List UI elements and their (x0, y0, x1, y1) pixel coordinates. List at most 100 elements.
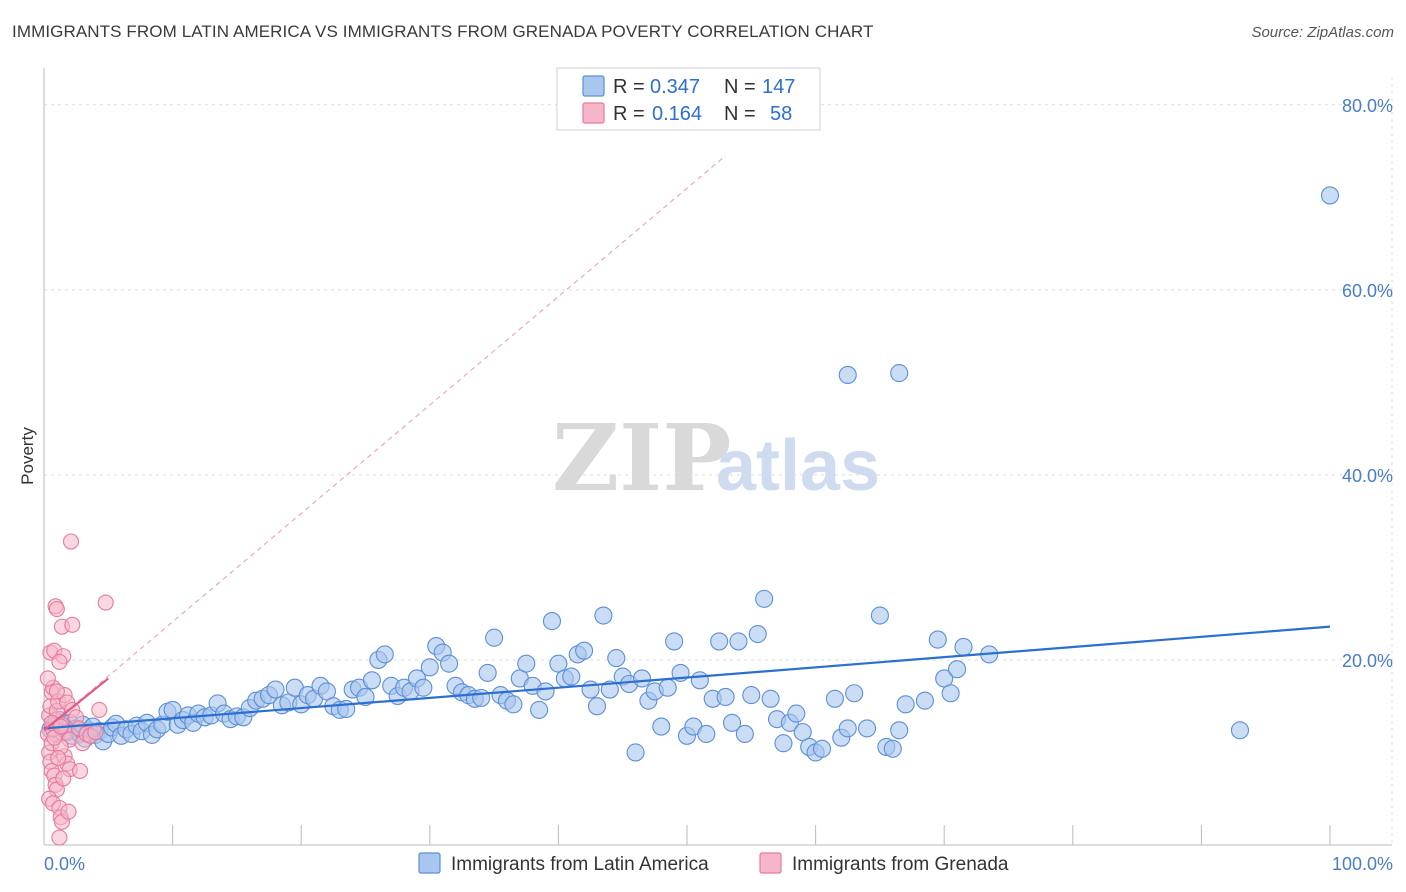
point-grenada-28 (64, 616, 81, 633)
point-latin-america-118 (722, 713, 742, 732)
point-grenada-45 (91, 701, 108, 718)
point-latin-america-103 (626, 743, 645, 762)
bottom-legend-swatch-pink (759, 852, 782, 874)
y-tick-label-2: 60.0% (1342, 281, 1393, 301)
point-latin-america-81 (485, 628, 504, 647)
point-latin-america-84 (504, 695, 523, 714)
point-latin-america-143 (915, 691, 934, 710)
point-latin-america-144 (928, 630, 947, 649)
point-latin-america-126 (774, 734, 793, 753)
point-latin-america-109 (665, 632, 684, 651)
point-latin-america-47 (266, 680, 285, 699)
point-latin-america-121 (742, 686, 761, 705)
legend-r-value-1: 0.347 (650, 76, 700, 98)
legend-r-value-2: 0.164 (652, 103, 702, 125)
legend-n-label-2: N = (724, 103, 756, 125)
point-grenada-49 (55, 770, 72, 787)
trend-lines (43, 155, 726, 731)
point-grenada-5 (39, 670, 56, 687)
point-latin-america-147 (948, 660, 967, 679)
point-latin-america-61 (356, 687, 375, 707)
point-grenada-53 (60, 803, 77, 820)
point-latin-america-148 (954, 637, 973, 657)
point-latin-america-132 (812, 739, 832, 758)
y-tick-label-3: 80.0% (1342, 96, 1393, 116)
legend-swatch-pink (582, 102, 605, 124)
legend-n-value-1: 147 (762, 76, 795, 98)
point-latin-america-71 (420, 658, 439, 677)
point-latin-america-62 (362, 671, 381, 690)
axes (43, 68, 1392, 846)
point-latin-america-137 (857, 719, 877, 738)
y-tick-label-0: 20.0% (1342, 651, 1393, 671)
y-axis-label: Poverty (18, 427, 37, 485)
point-latin-america-113 (690, 671, 709, 690)
trend-line-latin-america (43, 625, 1331, 730)
trend-line-grenada-extended (43, 155, 726, 731)
legend-n-value-2: 58 (770, 103, 792, 125)
chart-title: IMMIGRANTS FROM LATIN AMERICA VS IMMIGRA… (12, 22, 874, 41)
point-grenada-44 (87, 724, 104, 741)
watermark-atlas: atlas (716, 426, 880, 506)
point-latin-america-146 (941, 684, 960, 703)
point-grenada-54 (48, 683, 65, 700)
point-latin-america-117 (716, 687, 735, 707)
point-latin-america-135 (838, 719, 857, 738)
x-tick-label-0: 0.0% (44, 854, 85, 874)
point-latin-america-153 (1320, 186, 1340, 205)
point-latin-america-90 (542, 612, 562, 631)
point-latin-america-123 (755, 589, 774, 608)
y-tick-labels: 20.0% 40.0% 60.0% 80.0% (1342, 96, 1393, 671)
point-grenada-51 (50, 749, 67, 767)
point-latin-america-93 (562, 667, 581, 686)
point-latin-america-116 (710, 632, 729, 651)
legend-r-label-1: R = (613, 76, 645, 98)
bottom-legend-swatch-blue (418, 852, 441, 874)
legend-r-label-2: R = (613, 103, 645, 125)
y-tick-label-1: 40.0% (1342, 466, 1393, 486)
point-latin-america-152 (1230, 721, 1250, 740)
point-grenada-52 (71, 762, 89, 780)
series-grenada-points (39, 533, 114, 846)
point-latin-america-99 (600, 680, 619, 699)
point-latin-america-70 (414, 678, 433, 697)
point-latin-america-122 (748, 624, 767, 644)
point-latin-america-100 (607, 649, 626, 668)
point-grenada-29 (62, 533, 80, 550)
bottom-legend-label-grenada: Immigrants from Grenada (792, 854, 1009, 875)
point-grenada-26 (48, 600, 65, 618)
x-tick-labels: 0.0% 100.0% (44, 854, 1393, 874)
point-grenada-30 (97, 594, 114, 611)
point-latin-america-133 (825, 689, 844, 708)
point-latin-america-124 (761, 689, 780, 708)
point-latin-america-74 (440, 654, 459, 673)
point-latin-america-128 (787, 704, 806, 723)
source-credit: Source: ZipAtlas.com (1251, 24, 1394, 41)
point-latin-america-80 (478, 663, 497, 682)
point-latin-america-104 (632, 669, 652, 688)
point-latin-america-151 (890, 364, 909, 383)
point-latin-america-79 (472, 688, 491, 707)
point-latin-america-108 (658, 678, 677, 697)
point-latin-america-64 (375, 645, 394, 664)
x-tick-label-1: 100.0% (1332, 854, 1393, 874)
point-latin-america-140 (883, 739, 902, 758)
correlation-legend: R = 0.347 N = 147 R = 0.164 N = 58 (556, 67, 821, 131)
point-latin-america-97 (587, 697, 607, 716)
watermark: ZIP atlas (552, 404, 880, 512)
point-latin-america-141 (890, 721, 909, 740)
point-latin-america-89 (536, 682, 555, 701)
point-latin-america-86 (517, 654, 536, 673)
point-grenada-24 (51, 829, 68, 846)
point-latin-america-95 (575, 641, 594, 660)
point-latin-america-98 (594, 606, 613, 625)
point-latin-america-119 (729, 632, 748, 651)
point-latin-america-114 (697, 724, 716, 744)
legend-n-label-1: N = (724, 76, 756, 98)
point-latin-america-120 (735, 724, 754, 744)
bottom-legend-label-latin-america: Immigrants from Latin America (451, 854, 709, 875)
legend-swatch-blue (582, 75, 605, 97)
point-latin-america-88 (530, 700, 549, 719)
watermark-zip: ZIP (552, 404, 731, 512)
